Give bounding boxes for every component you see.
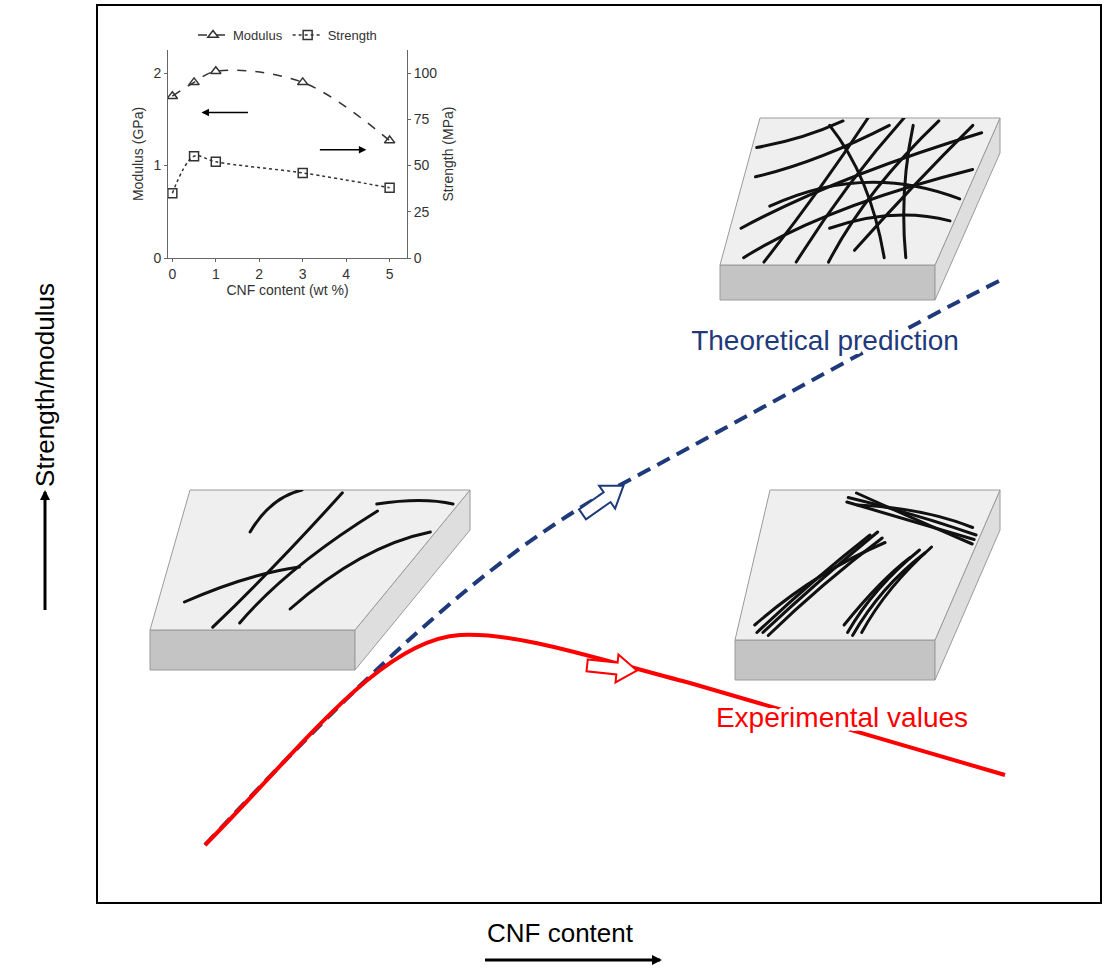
svg-text:5: 5	[386, 266, 394, 282]
svg-text:0: 0	[168, 266, 176, 282]
svg-text:75: 75	[414, 111, 430, 127]
svg-text:50: 50	[414, 157, 430, 173]
svg-text:Modulus: Modulus	[233, 28, 283, 43]
svg-text:CNF content: CNF content	[487, 918, 634, 948]
svg-text:25: 25	[414, 204, 430, 220]
svg-text:2: 2	[153, 65, 161, 81]
svg-text:0: 0	[414, 250, 422, 266]
svg-text:Strength: Strength	[328, 28, 377, 43]
svg-text:0: 0	[153, 250, 161, 266]
svg-text:100: 100	[414, 65, 438, 81]
svg-text:1: 1	[153, 157, 161, 173]
svg-text:Modulus (GPa): Modulus (GPa)	[130, 107, 146, 201]
svg-text:Strength (MPa): Strength (MPa)	[440, 107, 456, 202]
svg-text:Theoretical prediction: Theoretical prediction	[691, 325, 959, 356]
svg-text:Experimental values: Experimental values	[716, 702, 968, 733]
svg-text:4: 4	[342, 266, 350, 282]
svg-text:3: 3	[299, 266, 307, 282]
svg-text:2: 2	[255, 266, 263, 282]
svg-text:Strength/modulus: Strength/modulus	[30, 283, 60, 487]
svg-text:1: 1	[212, 266, 220, 282]
svg-text:CNF content (wt %): CNF content (wt %)	[226, 282, 348, 298]
